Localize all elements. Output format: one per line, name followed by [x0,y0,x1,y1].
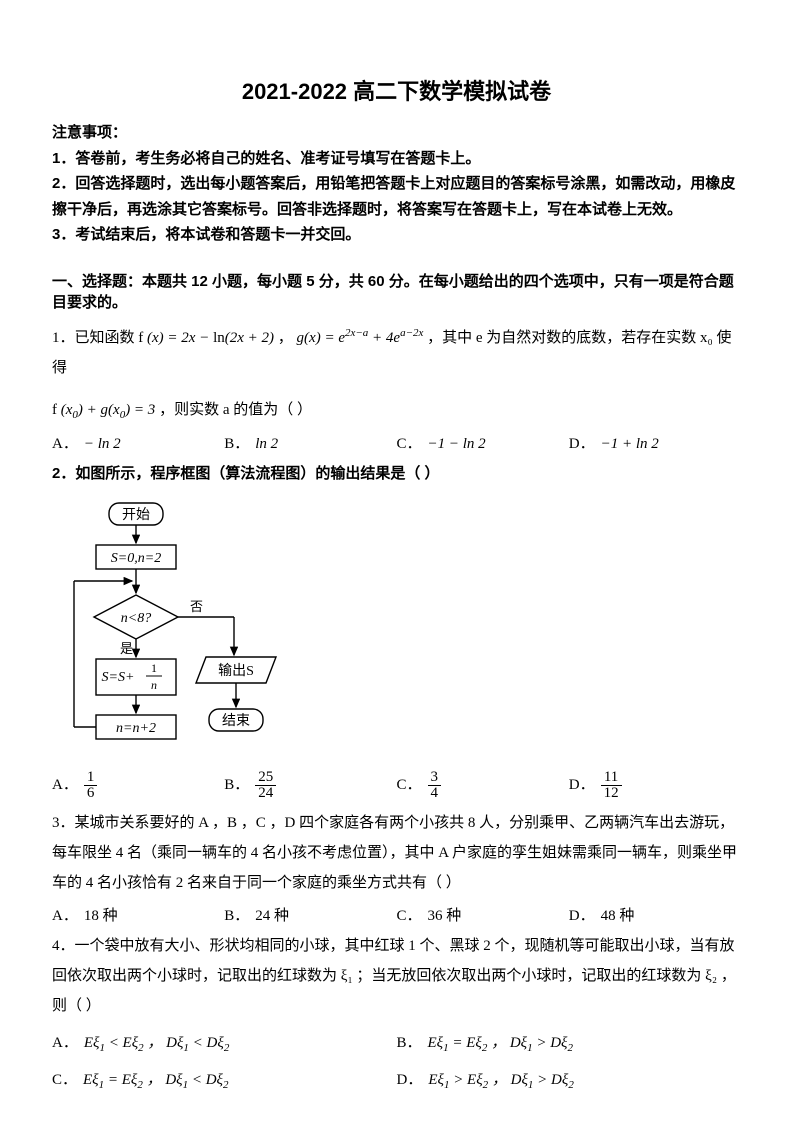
q2-opt-a-frac: 16 [84,770,98,803]
q3-opt-b-val: 24 种 [255,908,289,924]
q3-option-d: D． 48 种 [569,904,741,925]
option-label-d: D． [569,436,595,452]
q4-option-d: D． Eξ1 > Eξ2 ， Dξ1 > Dξ2 [397,1068,742,1091]
q3-option-b: B． 24 种 [224,904,396,925]
q1-eq: f (x0) + g(x0) = 3 [52,402,155,418]
flow-label-cond: n<8? [121,611,151,626]
option-label-c: C． [397,777,422,793]
question-1-line2: f (x0) + g(x0) = 3 ，则实数 a 的值为（ ） [52,395,741,426]
q1-option-b: B． ln 2 [224,432,396,453]
notice-item: 2．回答选择题时，选出每小题答案后，用铅笔把答题卡上对应题目的答案标号涂黑，如需… [52,171,741,222]
q1-tail: ，则实数 a 的值为（ ） [159,402,312,418]
q4-options-row1: A． Eξ1 < Eξ2 ， Dξ1 < Dξ2 B． Eξ1 = Eξ2 ， Dξ… [52,1031,741,1054]
q3-options: A． 18 种 B． 24 种 C． 36 种 D． 48 种 [52,904,741,925]
option-label-b: B． [224,777,249,793]
flowchart: 开始 S=0,n=2 n<8? 是 否 S=S+ 1 n n=n+ [54,497,741,764]
option-label-d: D． [569,908,595,924]
question-4: 4．一个袋中放有大小、形状均相同的小球，其中红球 1 个、黑球 2 个，现随机等… [52,931,741,1021]
exam-page: 2021-2022 高二下数学模拟试卷 注意事项： 1．答卷前，考生务必将自己的… [0,0,793,1137]
q2-opt-b-num: 25 [255,770,276,787]
q4-opt-a-val: Eξ1 < Eξ2 ， Dξ1 < Dξ2 [84,1035,229,1051]
q2-option-a: A． 16 [52,770,224,803]
q4-opt-b-val: Eξ1 = Eξ2 ， Dξ1 > Dξ2 [428,1035,573,1051]
option-label-b: B． [224,908,249,924]
option-label-a: A． [52,436,78,452]
q2-options: A． 16 B． 2524 C． 34 D． 1112 [52,770,741,803]
q1-opt-b-val: ln 2 [255,436,278,452]
notice-item: 3．考试结束后，将本试卷和答题卡一并交回。 [52,222,741,248]
q4-opt-d-val: Eξ1 > Eξ2 ， Dξ1 > Dξ2 [428,1072,573,1088]
question-1: 1．已知函数 f (x) = 2x − ln(2x + 2) ， g(x) = … [52,322,741,383]
flow-label-init: S=0,n=2 [111,551,161,566]
q2-opt-d-den: 12 [601,786,622,802]
q4-option-c: C． Eξ1 = Eξ2 ， Dξ1 < Dξ2 [52,1068,397,1091]
q4-option-a: A． Eξ1 < Eξ2 ， Dξ1 < Dξ2 [52,1031,397,1054]
q1-sep: ， [278,330,293,346]
q1-prefix: 1．已知函数 [52,330,138,346]
q2-option-d: D． 1112 [569,770,741,803]
q2-opt-a-num: 1 [84,770,98,787]
q2-opt-a-den: 6 [84,786,98,802]
q4-opt-c-val: Eξ1 = Eξ2 ， Dξ1 < Dξ2 [83,1072,228,1088]
q2-opt-d-frac: 1112 [601,770,622,803]
flow-label-no: 否 [190,599,203,614]
q2-option-c: C． 34 [397,770,569,803]
q3-opt-c-val: 36 种 [428,908,462,924]
q4-option-b: B． Eξ1 = Eξ2 ， Dξ1 > Dξ2 [397,1031,742,1054]
q3-option-a: A． 18 种 [52,904,224,925]
option-label-b: B． [397,1035,422,1051]
option-label-c: C． [52,1072,77,1088]
q1-option-a: A． − ln 2 [52,432,224,453]
flowchart-svg: 开始 S=0,n=2 n<8? 是 否 S=S+ 1 n n=n+ [54,497,294,759]
page-title: 2021-2022 高二下数学模拟试卷 [52,74,741,106]
flow-label-assign-den: n [151,678,157,692]
q2-opt-b-den: 24 [255,786,276,802]
q2-opt-c-den: 4 [428,786,442,802]
flow-label-inc: n=n+2 [116,721,156,736]
q2-opt-d-num: 11 [601,770,622,787]
option-label-c: C． [397,436,422,452]
q3-opt-d-val: 48 种 [601,908,635,924]
option-label-d: D． [569,777,595,793]
q1-options: A． − ln 2 B． ln 2 C． −1 − ln 2 D． −1 + ln 2 [52,432,741,453]
notice-heading: 注意事项： [52,120,741,146]
q2-option-b: B． 2524 [224,770,396,803]
q1-opt-a-val: − ln 2 [84,436,121,452]
q1-g-expr: g(x) = e2x−a + 4ea−2x [297,330,424,346]
flow-label-assign-left: S=S+ [102,670,135,685]
option-label-a: A． [52,908,78,924]
notice-item: 1．答卷前，考生务必将自己的姓名、准考证号填写在答题卡上。 [52,146,741,172]
q1-opt-d-val: −1 + ln 2 [601,436,659,452]
flow-label-start: 开始 [122,507,150,523]
q1-option-d: D． −1 + ln 2 [569,432,741,453]
section-heading: 一、选择题：本题共 12 小题，每小题 5 分，共 60 分。在每小题给出的四个… [52,270,741,312]
q4-options-row2: C． Eξ1 = Eξ2 ， Dξ1 < Dξ2 D． Eξ1 > Eξ2 ， Dξ… [52,1068,741,1091]
question-3: 3．某城市关系要好的 A ，B ，C ，D 四个家庭各有两个小孩共 8 人，分别… [52,808,741,898]
q1-opt-c-val: −1 − ln 2 [428,436,486,452]
question-2: 2．如图所示，程序框图（算法流程图）的输出结果是（ ） [52,459,741,489]
option-label-a: A． [52,1035,78,1051]
q2-opt-b-frac: 2524 [255,770,276,803]
flow-label-assign-num: 1 [151,661,157,675]
flow-label-yes: 是 [120,641,133,656]
option-label-d: D． [397,1072,423,1088]
q3-option-c: C． 36 种 [397,904,569,925]
option-label-b: B． [224,436,249,452]
flow-label-output: 输出S [218,663,254,679]
q1-f-expr: f (x) = 2x − ln(2x + 2) [138,330,274,346]
flow-label-end: 结束 [222,713,250,729]
option-label-a: A． [52,777,78,793]
q3-opt-a-val: 18 种 [84,908,118,924]
q2-opt-c-num: 3 [428,770,442,787]
q2-opt-c-frac: 34 [428,770,442,803]
q1-option-c: C． −1 − ln 2 [397,432,569,453]
option-label-c: C． [397,908,422,924]
